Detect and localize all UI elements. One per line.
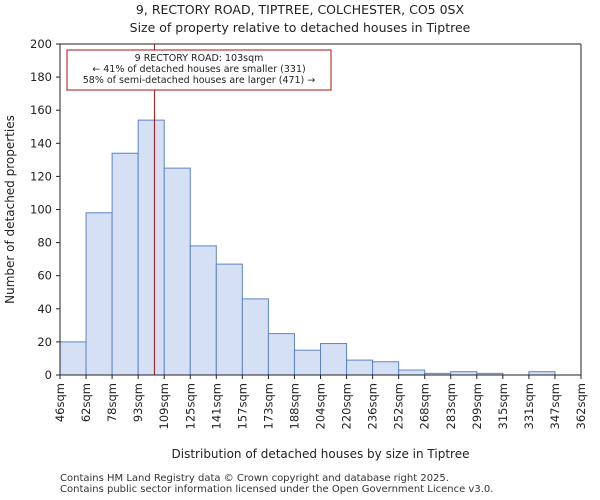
x-tick-label: 268sqm bbox=[418, 383, 432, 429]
chart-title: 9, RECTORY ROAD, TIPTREE, COLCHESTER, CO… bbox=[135, 2, 465, 17]
x-tick-label: 283sqm bbox=[444, 383, 458, 429]
bar-78sqm bbox=[111, 152, 139, 376]
x-tick-label: 299sqm bbox=[470, 383, 484, 429]
annotation-box bbox=[66, 49, 332, 91]
bar-125sqm bbox=[189, 245, 217, 376]
bar-141sqm bbox=[215, 263, 243, 376]
y-tick-label: 0 bbox=[45, 368, 52, 382]
x-tick-label: 331sqm bbox=[522, 383, 536, 429]
x-tick-label: 362sqm bbox=[574, 383, 588, 429]
x-tick-label: 236sqm bbox=[366, 383, 380, 429]
y-tick-label: 120 bbox=[30, 169, 52, 183]
x-tick-label: 62sqm bbox=[79, 383, 93, 422]
y-tick-label: 60 bbox=[37, 269, 52, 283]
x-tick-label: 141sqm bbox=[209, 383, 223, 429]
x-tick-label: 220sqm bbox=[340, 383, 354, 429]
x-tick-label: 188sqm bbox=[287, 383, 301, 429]
y-tick-label: 80 bbox=[37, 236, 52, 250]
x-tick-label: 204sqm bbox=[314, 383, 328, 429]
bar-252sqm bbox=[398, 369, 426, 376]
x-axis-label: Distribution of detached houses by size … bbox=[172, 447, 470, 461]
bar-93sqm bbox=[137, 119, 165, 376]
footer-licence: Contains public sector information licen… bbox=[60, 484, 494, 495]
bar-157sqm bbox=[241, 298, 269, 376]
bar-220sqm bbox=[346, 359, 374, 376]
chart-subtitle: Size of property relative to detached ho… bbox=[129, 20, 471, 35]
x-tick-label: 78sqm bbox=[105, 383, 119, 422]
y-axis-label: Number of detached properties bbox=[3, 115, 17, 304]
x-tick-label: 109sqm bbox=[157, 383, 171, 429]
y-tick-label: 180 bbox=[30, 70, 52, 84]
x-tick-label: 46sqm bbox=[53, 383, 67, 422]
y-tick-label: 20 bbox=[37, 335, 52, 349]
y-tick-label: 100 bbox=[30, 203, 52, 217]
bars-group bbox=[59, 119, 556, 376]
y-tick-label: 40 bbox=[37, 302, 52, 316]
bar-204sqm bbox=[320, 343, 348, 376]
y-tick-label: 200 bbox=[30, 37, 52, 51]
annotation-line-1: 9 RECTORY ROAD: 103sqm bbox=[135, 53, 264, 64]
bar-236sqm bbox=[372, 361, 400, 376]
x-tick-label: 252sqm bbox=[392, 383, 406, 429]
annotation-line-3: 58% of semi-detached houses are larger (… bbox=[83, 75, 316, 86]
x-tick-label: 93sqm bbox=[131, 383, 145, 422]
bar-173sqm bbox=[267, 333, 295, 376]
x-tick-label: 173sqm bbox=[261, 383, 275, 429]
x-tick-label: 157sqm bbox=[235, 383, 249, 429]
bar-46sqm bbox=[59, 341, 87, 376]
y-tick-label: 160 bbox=[30, 103, 52, 117]
x-tick-label: 315sqm bbox=[496, 383, 510, 429]
x-tick-label: 125sqm bbox=[183, 383, 197, 429]
x-tick-label: 347sqm bbox=[548, 383, 562, 429]
bar-62sqm bbox=[85, 212, 113, 376]
bar-188sqm bbox=[293, 349, 322, 376]
annotation-line-2: ← 41% of detached houses are smaller (33… bbox=[92, 64, 305, 75]
footer-copyright: Contains HM Land Registry data © Crown c… bbox=[60, 473, 449, 484]
axes-group: 0 20 40 60 80 100 120 140 160 180 200 46sqm 62sqm 78s… bbox=[30, 37, 588, 429]
y-tick-label: 140 bbox=[30, 136, 52, 150]
bar-109sqm bbox=[163, 167, 191, 376]
